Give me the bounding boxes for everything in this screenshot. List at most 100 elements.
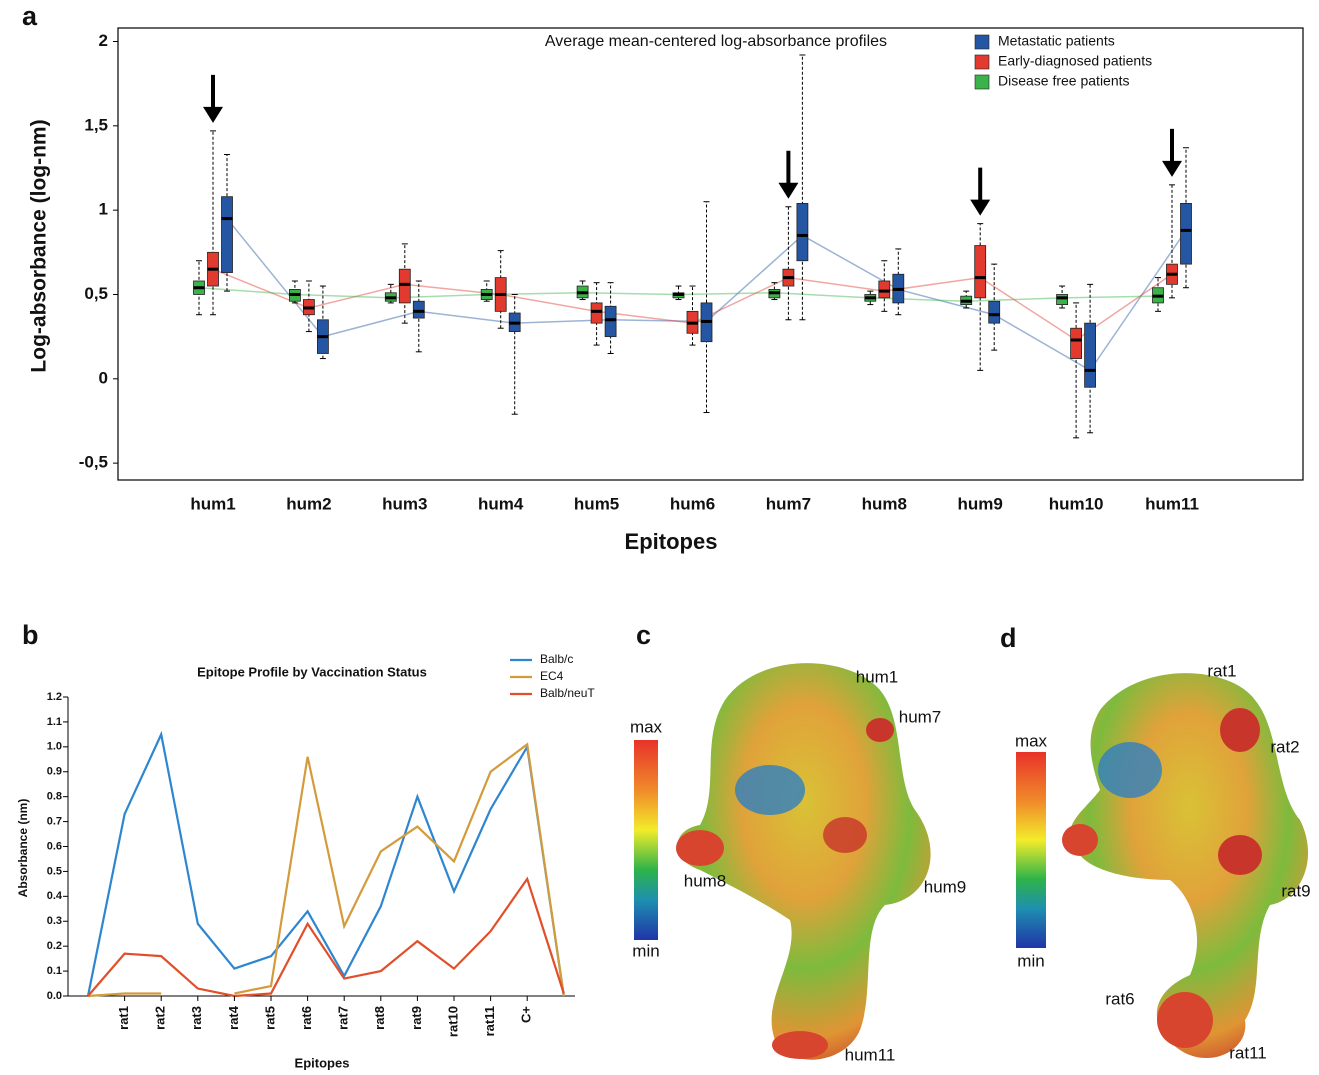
structure-label: hum11	[845, 1045, 896, 1064]
arrow-head	[1162, 160, 1182, 177]
box	[1084, 322, 1096, 388]
legend-label: Metastatic patients	[998, 33, 1115, 49]
legend-label: Disease free patients	[998, 73, 1130, 89]
surface-patch	[823, 817, 867, 853]
box	[1056, 294, 1068, 305]
protein-surface	[677, 663, 931, 1060]
x-axis-title: Epitopes	[295, 1055, 350, 1070]
arrow-head	[203, 106, 223, 123]
series-line	[87, 742, 565, 998]
structure-label: hum8	[684, 871, 727, 890]
y-tick-label: 0.0	[47, 990, 62, 1002]
x-tick-label: rat1	[116, 1006, 131, 1030]
color-scale	[634, 740, 658, 940]
y-tick-label: 0	[99, 368, 108, 387]
legend-label: Balb/neuT	[540, 686, 595, 700]
x-tick-label: hum3	[382, 494, 427, 513]
chart-title: Epitope Profile by Vaccination Status	[197, 664, 427, 679]
structure-label: hum7	[899, 707, 942, 726]
legend-label: Balb/c	[540, 652, 573, 666]
y-tick-label: 0.9	[47, 766, 62, 778]
y-tick-label: 0.3	[47, 915, 62, 927]
y-tick-label: 0.1	[47, 965, 62, 977]
y-axis-title: Absorbance (nm)	[16, 799, 30, 898]
surface-patch	[1062, 824, 1098, 856]
x-tick-label: rat10	[445, 1006, 460, 1037]
x-tick-label: rat7	[336, 1006, 351, 1030]
y-tick-label: 1.2	[47, 691, 62, 703]
arrow-head	[778, 182, 799, 199]
series-line	[87, 876, 565, 998]
y-tick-label: 2	[99, 31, 108, 50]
box	[412, 300, 425, 319]
x-tick-label: rat6	[299, 1006, 314, 1030]
box	[796, 203, 809, 262]
box	[1180, 203, 1192, 265]
x-tick-label: hum4	[478, 494, 524, 513]
structure-label: hum1	[856, 667, 899, 686]
y-tick-label: 0.7	[47, 815, 62, 827]
y-tick-label: 0.5	[47, 865, 62, 877]
x-tick-label: rat8	[372, 1006, 387, 1030]
x-tick-label: hum10	[1049, 494, 1104, 513]
legend-swatch	[974, 74, 990, 90]
x-tick-label: hum2	[286, 494, 331, 513]
x-tick-label: rat2	[153, 1006, 168, 1030]
box	[878, 280, 891, 299]
surface-patch	[1220, 708, 1260, 752]
x-tick-label: hum9	[958, 494, 1003, 513]
x-tick-label: hum1	[190, 494, 235, 513]
arrow-head	[970, 199, 991, 216]
box	[988, 300, 1001, 324]
y-tick-label: 1.1	[47, 716, 62, 728]
y-tick-label: 1.0	[47, 741, 62, 753]
surface-patch	[1157, 992, 1213, 1048]
legend-swatch	[974, 54, 990, 70]
legend-swatch	[974, 34, 990, 50]
structure-label: rat6	[1105, 989, 1134, 1008]
color-scale	[1016, 752, 1046, 948]
legend-label: EC4	[540, 669, 564, 683]
series-line	[86, 730, 565, 997]
y-tick-label: 1,5	[84, 115, 108, 134]
x-tick-label: hum7	[766, 494, 811, 513]
x-tick-label: rat9	[409, 1006, 424, 1030]
surface-patch	[676, 830, 724, 866]
y-tick-label: 1	[99, 200, 108, 219]
panel-label: b	[22, 620, 39, 650]
scale-min: min	[1017, 951, 1044, 970]
scale-max: max	[1015, 731, 1048, 750]
surface-patch	[1218, 835, 1262, 875]
y-tick-label: 0.2	[47, 940, 62, 952]
surface-patch	[866, 718, 894, 742]
y-tick-label: 0.4	[47, 890, 63, 902]
protein-c	[676, 663, 931, 1060]
structure-label: rat1	[1207, 661, 1236, 680]
box	[1070, 327, 1082, 359]
panel-label: c	[636, 620, 651, 650]
structure-label: rat11	[1229, 1043, 1267, 1062]
y-tick-label: 0.8	[47, 791, 62, 803]
surface-patch	[1098, 742, 1162, 798]
chart-title: Average mean-centered log-absorbance pro…	[545, 33, 887, 50]
x-tick-label: hum5	[574, 494, 619, 513]
box	[590, 302, 603, 324]
x-axis-title: Epitopes	[625, 529, 718, 554]
x-tick-label: hum8	[862, 494, 907, 513]
x-tick-label: rat3	[189, 1006, 204, 1030]
surface-patch	[772, 1031, 828, 1059]
box	[221, 196, 233, 273]
x-tick-label: rat5	[262, 1006, 277, 1030]
y-tick-label: 0.6	[47, 840, 62, 852]
y-axis-title: Log-absorbance (log-nm)	[28, 119, 51, 372]
panel-label: a	[22, 1, 38, 31]
surface-patch	[735, 765, 805, 815]
protein-d	[1062, 673, 1309, 1059]
scale-min: min	[632, 941, 659, 960]
legend-label: Early-diagnosed patients	[998, 53, 1152, 69]
box	[974, 245, 987, 299]
x-tick-label: hum6	[670, 494, 715, 513]
structure-label: rat2	[1270, 737, 1299, 756]
